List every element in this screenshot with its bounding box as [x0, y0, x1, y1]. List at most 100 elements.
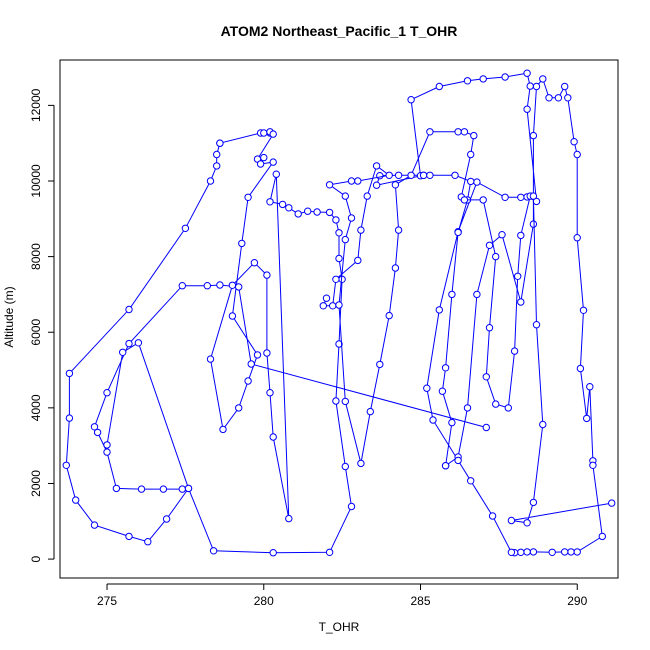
- data-point: [347, 214, 356, 222]
- data-point: [269, 433, 277, 441]
- data-point: [238, 239, 246, 248]
- data-point: [304, 207, 312, 215]
- data-point: [598, 532, 606, 541]
- data-point: [103, 448, 111, 456]
- data-point: [573, 548, 581, 556]
- data-point: [203, 282, 212, 290]
- data-point: [467, 477, 475, 485]
- data-point: [473, 178, 481, 186]
- data-point: [372, 162, 381, 170]
- data-point: [529, 192, 538, 200]
- data-point: [482, 423, 490, 432]
- plot-frame: [59, 59, 619, 579]
- data-point: [583, 414, 591, 423]
- data-point: [178, 282, 187, 290]
- data-point: [460, 128, 469, 136]
- data-point: [441, 462, 450, 470]
- data-point: [460, 196, 469, 204]
- data-point: [332, 216, 340, 224]
- data-point: [65, 369, 74, 378]
- data-point: [514, 272, 522, 280]
- data-point: [423, 384, 431, 392]
- data-point: [322, 294, 331, 302]
- data-point: [488, 512, 497, 520]
- y-tick-label: 2000: [29, 470, 43, 497]
- data-point: [448, 290, 456, 299]
- y-tick-label: 12000: [29, 88, 43, 122]
- data-point: [407, 171, 415, 180]
- data-point: [366, 407, 374, 416]
- data-point: [341, 397, 349, 406]
- data-point: [228, 312, 237, 320]
- data-point: [523, 548, 531, 556]
- data-point: [426, 171, 434, 180]
- data-point: [479, 196, 487, 204]
- data-point: [517, 193, 525, 202]
- data-point: [244, 193, 252, 202]
- data-point: [573, 234, 581, 242]
- data-point: [206, 177, 215, 185]
- data-point: [608, 499, 616, 507]
- data-point: [354, 177, 362, 185]
- data-point: [479, 75, 487, 83]
- data-point: [376, 360, 384, 369]
- data-point: [103, 441, 111, 449]
- data-point: [391, 264, 400, 272]
- data-point: [357, 226, 365, 234]
- data-point: [269, 549, 277, 557]
- data-point: [256, 160, 265, 168]
- data-point: [184, 484, 193, 493]
- data-point: [510, 347, 519, 355]
- data-point: [216, 139, 224, 147]
- data-point: [435, 82, 443, 91]
- data-point: [394, 226, 403, 234]
- data-point: [247, 360, 255, 368]
- data-point: [523, 105, 531, 113]
- data-point: [206, 355, 215, 363]
- data-point: [335, 229, 343, 237]
- data-point: [341, 192, 349, 200]
- data-point: [235, 404, 243, 412]
- data-point: [561, 548, 569, 556]
- data-point: [260, 153, 268, 162]
- data-point: [90, 423, 99, 431]
- data-point: [463, 404, 472, 412]
- data-point: [579, 306, 588, 314]
- data-point: [250, 259, 259, 267]
- x-tick-label: 285: [410, 594, 430, 608]
- data-point: [463, 77, 472, 85]
- data-point: [451, 171, 459, 180]
- data-point: [539, 75, 547, 83]
- data-point: [125, 339, 133, 348]
- data-point: [564, 94, 572, 102]
- data-point: [125, 532, 133, 541]
- data-point: [357, 459, 365, 468]
- data-point: [159, 485, 168, 493]
- y-tick-label: 4000: [29, 394, 43, 421]
- data-point: [260, 129, 268, 137]
- data-point: [429, 416, 437, 424]
- data-point: [501, 73, 509, 81]
- data-point: [90, 521, 99, 529]
- data-point: [454, 456, 462, 465]
- data-point: [119, 348, 127, 356]
- y-tick-label: 10000: [29, 164, 43, 198]
- data-point: [419, 171, 428, 180]
- data-point: [216, 281, 224, 289]
- data-point: [325, 548, 334, 556]
- data-point: [93, 428, 102, 437]
- data-point: [498, 231, 506, 239]
- data-point: [162, 515, 171, 523]
- x-tick-label: 280: [254, 594, 274, 608]
- data-point: [385, 311, 393, 320]
- data-point: [285, 204, 293, 212]
- data-point: [529, 220, 538, 228]
- data-point: [523, 519, 531, 527]
- data-point: [517, 298, 525, 306]
- data-point: [391, 181, 400, 189]
- data-point: [385, 171, 393, 180]
- data-point: [347, 502, 356, 511]
- data-point: [285, 514, 293, 523]
- data-point: [529, 498, 538, 507]
